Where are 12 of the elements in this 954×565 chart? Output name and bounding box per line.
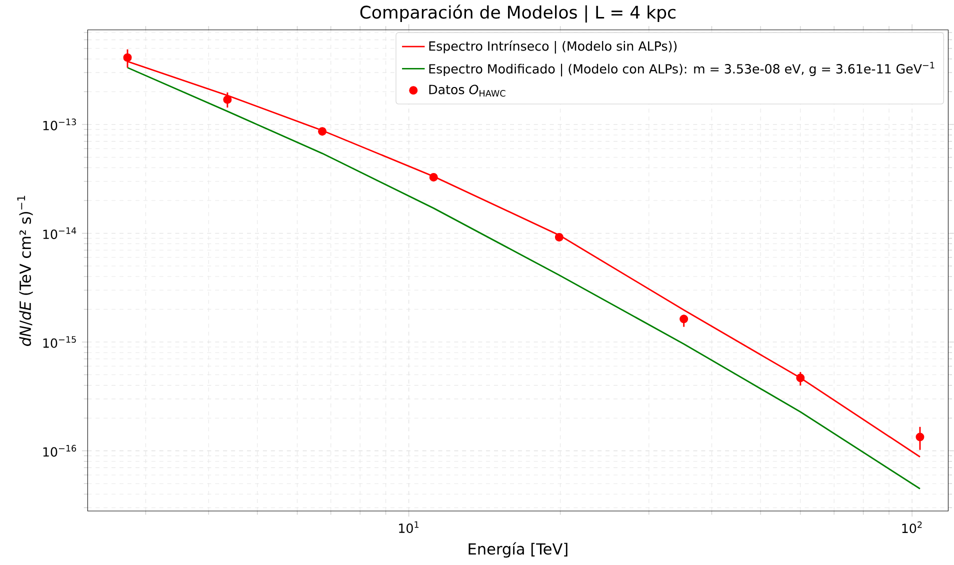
x-axis-title: Energía [TeV] <box>468 542 568 558</box>
y-tick-label: 10$^{−16}$ <box>43 445 76 457</box>
legend-label: Espectro Intrínseco | (Modelo sin ALPs)) <box>429 40 677 54</box>
y-tick-label: 10$^{−13}$ <box>43 118 76 130</box>
y-tick-label: 10$^{−15}$ <box>43 336 76 348</box>
y-axis-title: dN/dE (TeV cm² s)$^{−1}$ <box>17 196 33 346</box>
legend-label: Datos O$_{HAWC}$ <box>429 84 506 97</box>
x-tick-label: 10$^{1}$ <box>399 521 419 534</box>
x-tick-label: 10$^{2}$ <box>902 521 922 534</box>
legend-label: Espectro Modificado | (Modelo con ALPs): m = 3.53e-08 eV, g = 3.61e-11 GeV$^{−1}$ <box>429 62 934 77</box>
y-tick-label: 10$^{−14}$ <box>43 228 76 240</box>
chart-title: Comparación de Modelos | L = 4 kpc <box>360 4 676 23</box>
